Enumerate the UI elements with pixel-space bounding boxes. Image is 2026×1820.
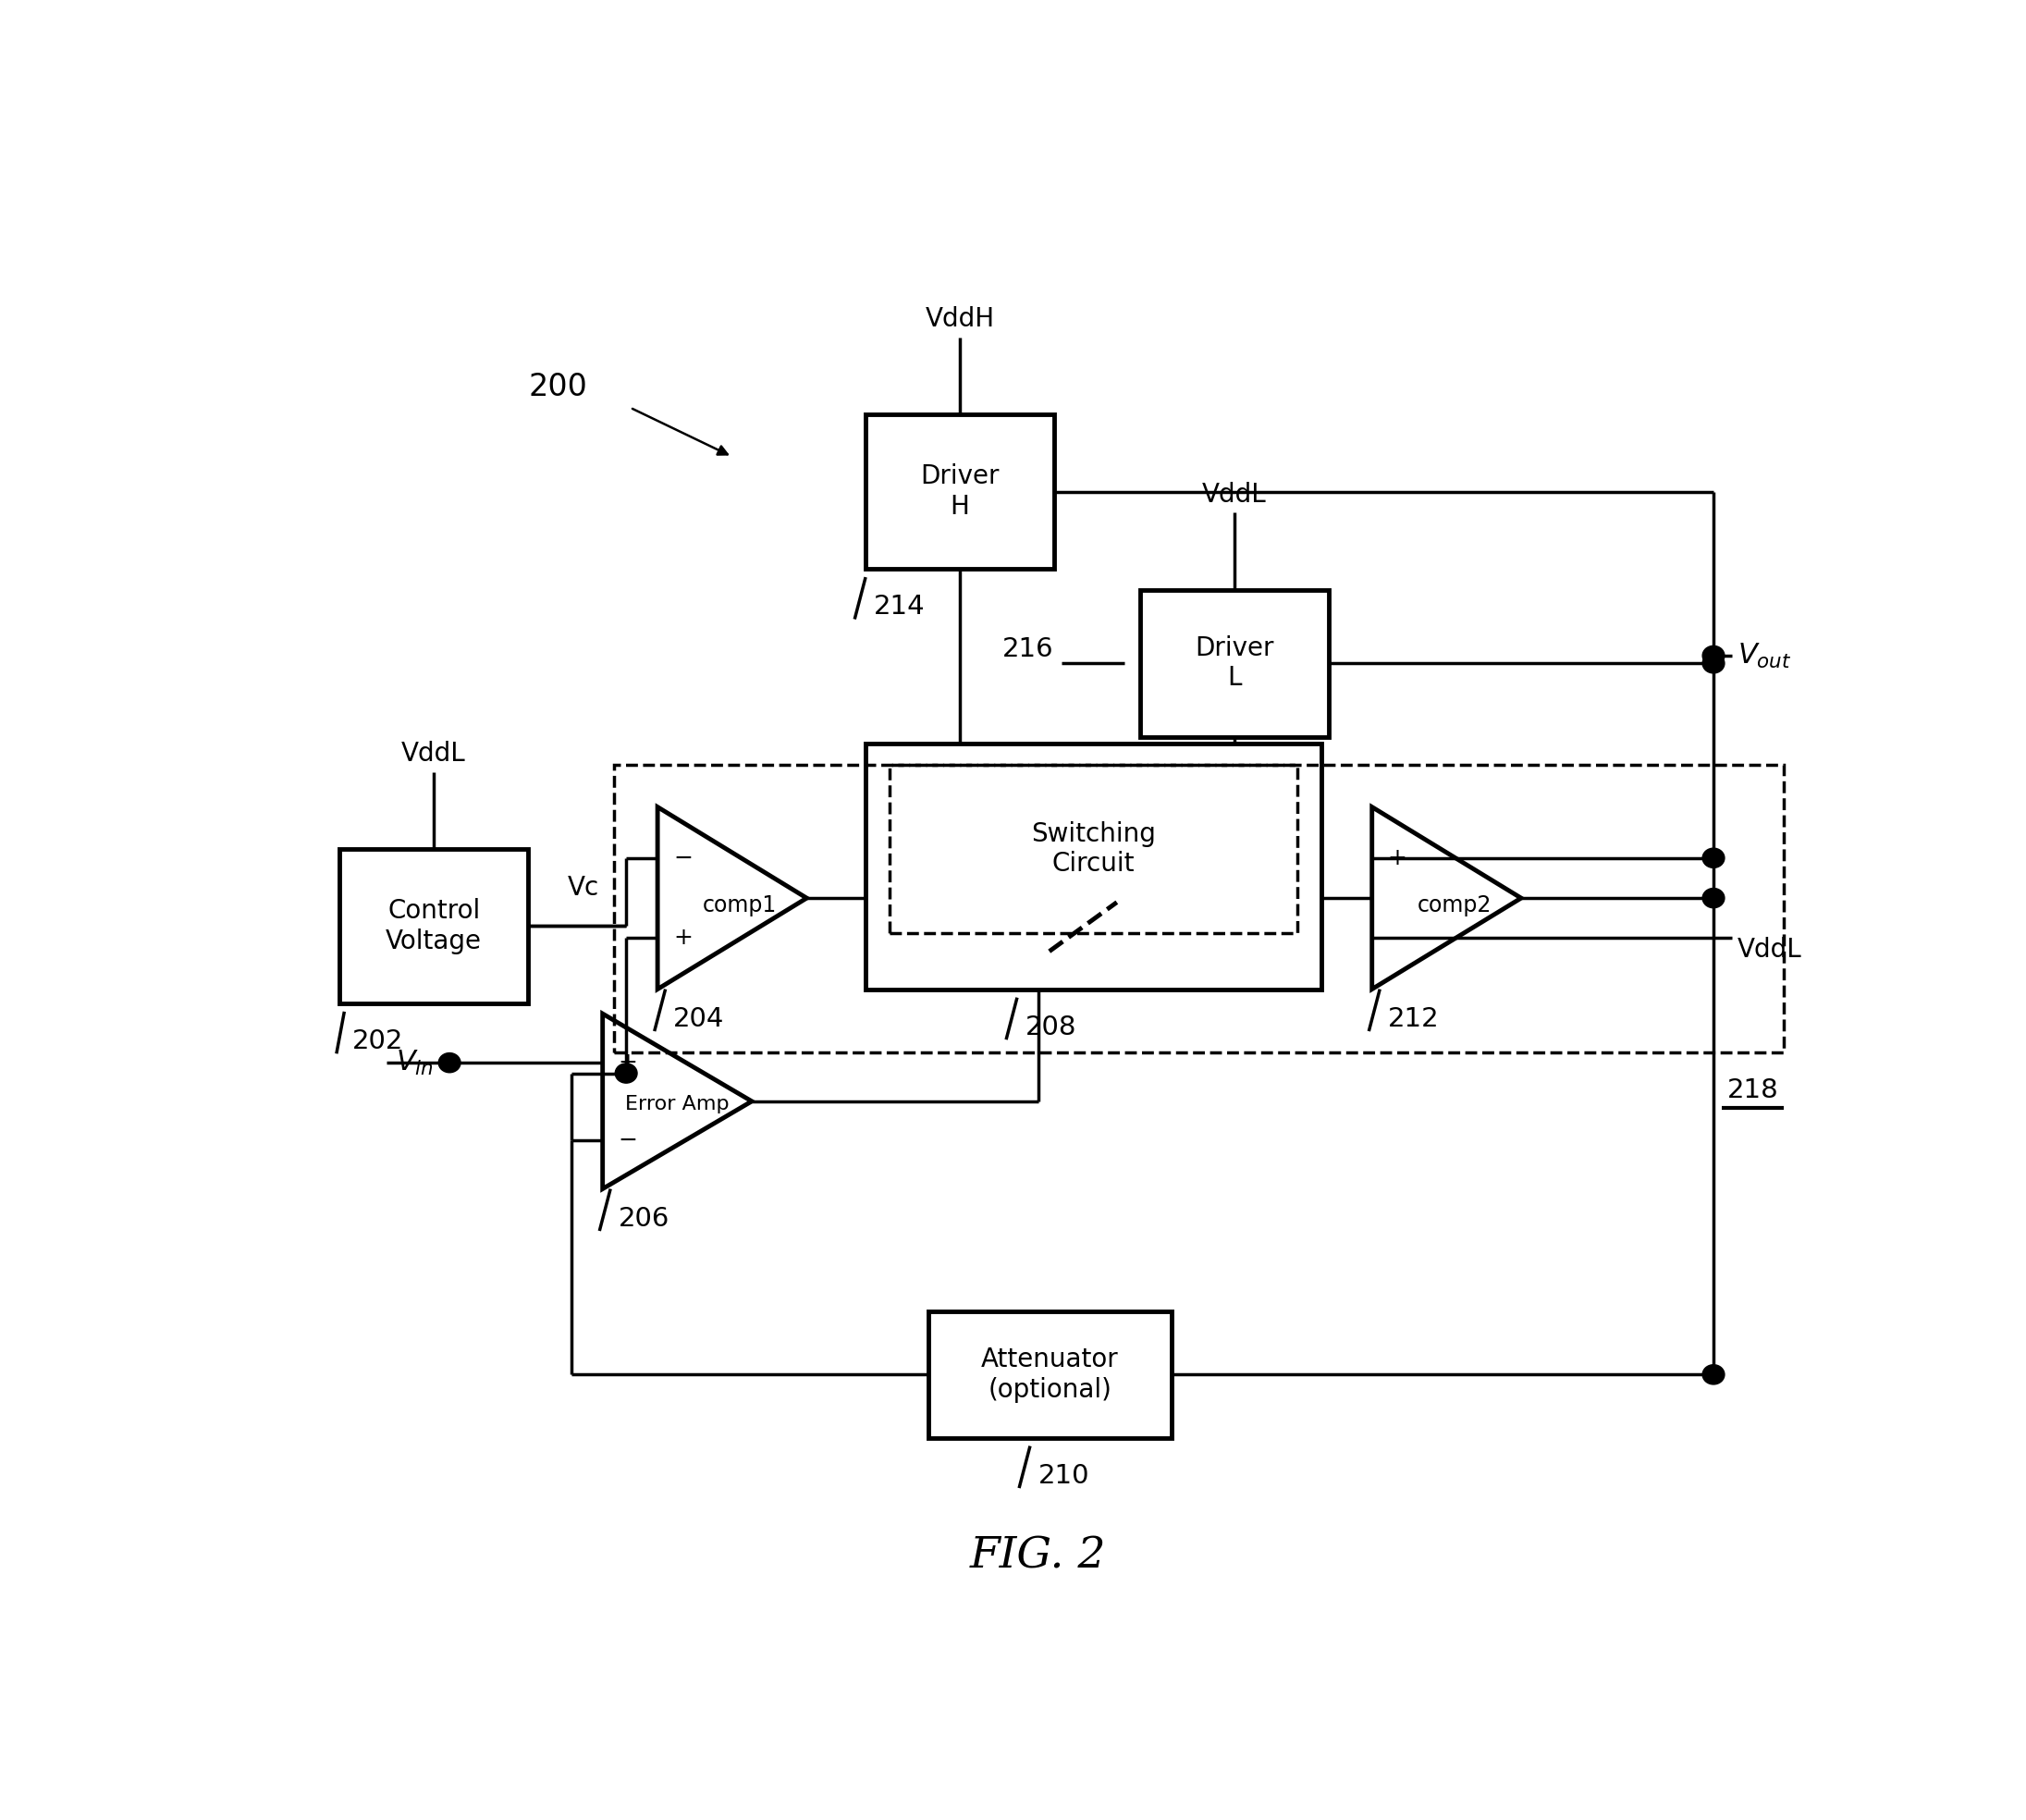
- Text: Driver
H: Driver H: [920, 464, 999, 519]
- Bar: [1141, 590, 1329, 737]
- Circle shape: [1702, 1365, 1724, 1385]
- Text: VddL: VddL: [1736, 937, 1801, 963]
- Text: 218: 218: [1726, 1077, 1779, 1103]
- Text: 202: 202: [353, 1028, 403, 1054]
- Text: Attenuator
(optional): Attenuator (optional): [981, 1347, 1118, 1403]
- Text: Error Amp: Error Amp: [626, 1096, 729, 1114]
- Text: 210: 210: [1037, 1463, 1090, 1489]
- Circle shape: [1702, 848, 1724, 868]
- Bar: [928, 1312, 1171, 1438]
- Text: −: −: [673, 846, 693, 870]
- Text: 214: 214: [873, 593, 926, 621]
- Text: FIG. 2: FIG. 2: [970, 1536, 1106, 1578]
- Text: −: −: [618, 1128, 638, 1150]
- Text: −: −: [1388, 926, 1408, 950]
- Text: comp2: comp2: [1418, 894, 1491, 915]
- Text: $V_{in}$: $V_{in}$: [395, 1048, 434, 1077]
- Text: 200: 200: [529, 371, 588, 402]
- Text: Vc: Vc: [567, 875, 600, 901]
- Circle shape: [616, 1063, 636, 1083]
- Text: VddL: VddL: [401, 741, 466, 766]
- Text: +: +: [1388, 846, 1406, 870]
- Circle shape: [1702, 653, 1724, 673]
- Text: 208: 208: [1025, 1014, 1076, 1041]
- Circle shape: [1702, 646, 1724, 666]
- Text: VddL: VddL: [1201, 482, 1266, 508]
- Bar: [340, 848, 529, 1003]
- Circle shape: [438, 1054, 460, 1072]
- Bar: [889, 764, 1297, 934]
- Bar: [614, 764, 1785, 1052]
- Text: 204: 204: [673, 1006, 725, 1032]
- Text: +: +: [618, 1052, 638, 1074]
- Text: 212: 212: [1388, 1006, 1438, 1032]
- Text: Driver
L: Driver L: [1195, 635, 1274, 692]
- Text: 206: 206: [618, 1205, 669, 1232]
- Bar: [865, 744, 1321, 990]
- Text: +: +: [673, 926, 693, 950]
- Circle shape: [1702, 888, 1724, 908]
- Text: comp1: comp1: [703, 894, 778, 915]
- Text: Switching
Circuit: Switching Circuit: [1031, 821, 1155, 877]
- Text: Control
Voltage: Control Voltage: [385, 899, 482, 954]
- Bar: [865, 415, 1054, 568]
- Text: 216: 216: [1003, 637, 1054, 662]
- Text: VddH: VddH: [926, 306, 995, 333]
- Text: $V_{out}$: $V_{out}$: [1736, 641, 1791, 670]
